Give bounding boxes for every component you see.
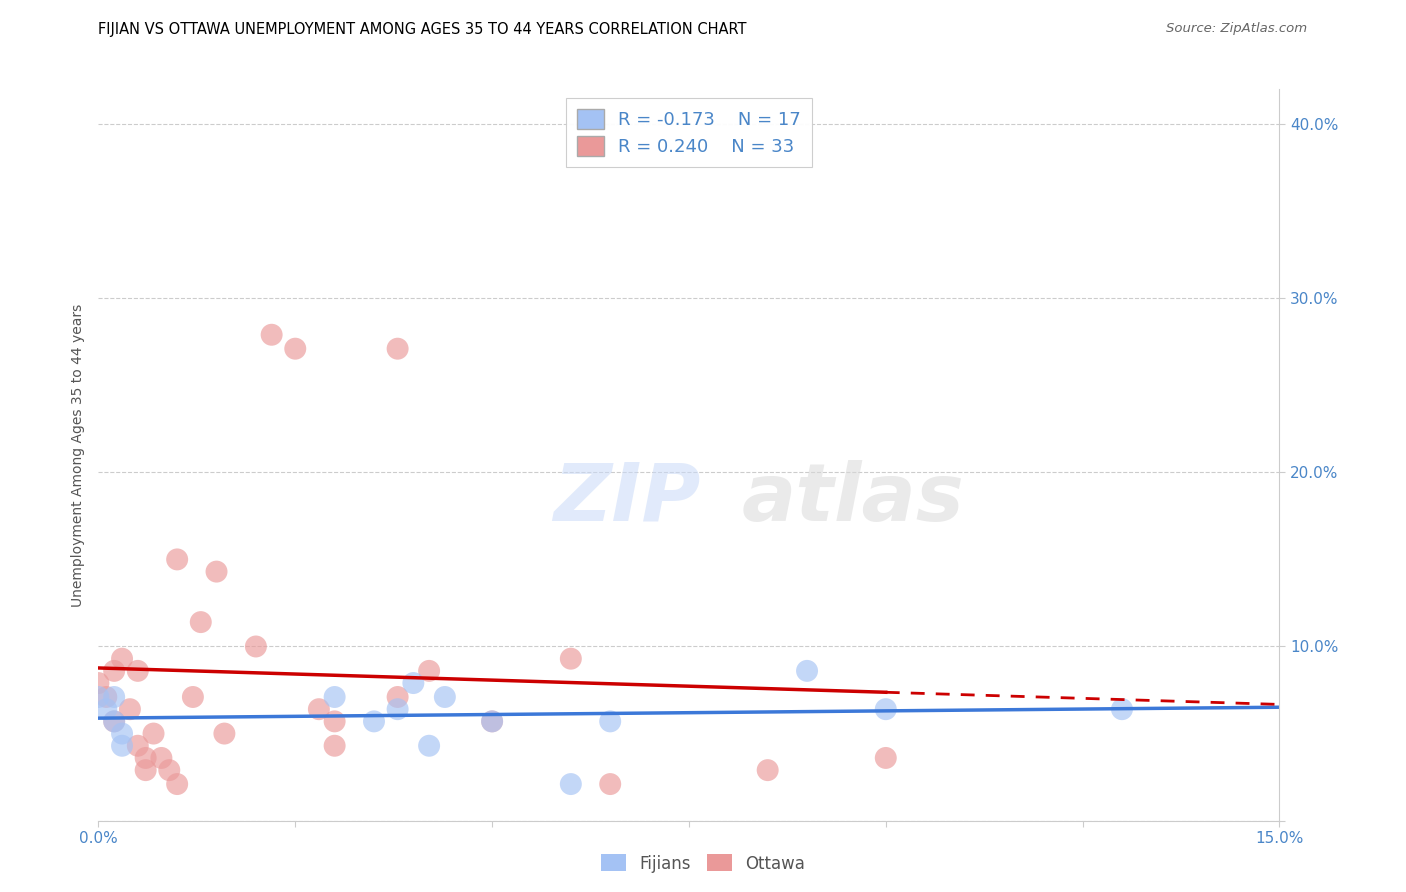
Point: [166, 552, 188, 566]
Point: [387, 702, 409, 716]
Text: atlas: atlas: [742, 459, 965, 538]
Point: [323, 714, 346, 729]
Point: [166, 777, 188, 791]
Y-axis label: Unemployment Among Ages 35 to 44 years: Unemployment Among Ages 35 to 44 years: [72, 303, 86, 607]
Point: [150, 751, 173, 765]
Point: [96, 690, 118, 704]
Point: [181, 690, 204, 704]
Point: [245, 640, 267, 654]
Point: [481, 714, 503, 729]
Point: [560, 777, 582, 791]
Point: [111, 726, 134, 740]
Point: [103, 714, 125, 729]
Point: [142, 726, 165, 740]
Point: [111, 651, 134, 665]
Point: [111, 739, 134, 753]
Point: [387, 342, 409, 356]
Point: [118, 702, 141, 716]
Text: FIJIAN VS OTTAWA UNEMPLOYMENT AMONG AGES 35 TO 44 YEARS CORRELATION CHART: FIJIAN VS OTTAWA UNEMPLOYMENT AMONG AGES…: [98, 22, 747, 37]
Point: [308, 702, 330, 716]
Point: [190, 615, 212, 629]
Point: [103, 690, 125, 704]
Point: [135, 751, 157, 765]
Point: [205, 565, 228, 579]
Point: [214, 726, 236, 740]
Legend: Fijians, Ottawa: Fijians, Ottawa: [593, 847, 813, 880]
Point: [87, 690, 110, 704]
Point: [127, 739, 149, 753]
Point: [103, 664, 125, 678]
Point: [433, 690, 456, 704]
Point: [418, 739, 440, 753]
Point: [103, 714, 125, 729]
Point: [560, 651, 582, 665]
Text: Source: ZipAtlas.com: Source: ZipAtlas.com: [1167, 22, 1308, 36]
Point: [402, 676, 425, 690]
Point: [127, 664, 149, 678]
Point: [756, 763, 779, 777]
Legend: R = -0.173    N = 17, R = 0.240    N = 33: R = -0.173 N = 17, R = 0.240 N = 33: [567, 98, 811, 167]
Point: [387, 690, 409, 704]
Point: [481, 714, 503, 729]
Point: [363, 714, 385, 729]
Point: [87, 676, 110, 690]
Point: [135, 763, 157, 777]
Point: [284, 342, 307, 356]
Point: [157, 763, 180, 777]
Point: [875, 751, 897, 765]
Point: [875, 702, 897, 716]
Point: [796, 664, 818, 678]
Point: [96, 702, 118, 716]
Text: ZIP: ZIP: [553, 459, 700, 538]
Point: [599, 777, 621, 791]
Point: [1111, 702, 1133, 716]
Point: [323, 690, 346, 704]
Point: [599, 714, 621, 729]
Point: [323, 739, 346, 753]
Point: [260, 327, 283, 342]
Point: [418, 664, 440, 678]
